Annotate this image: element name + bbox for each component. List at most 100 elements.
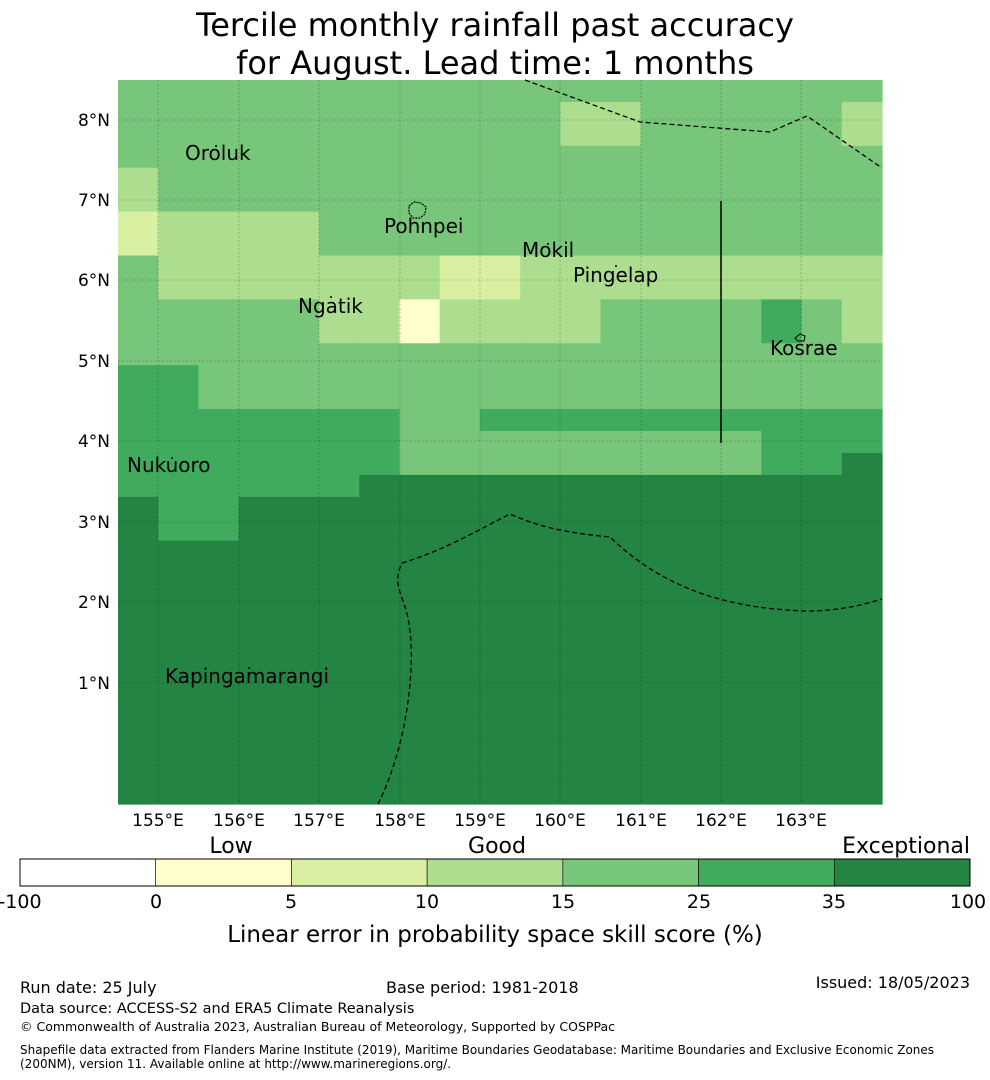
map-cell	[319, 716, 360, 739]
map-cell	[158, 409, 200, 432]
map-cell	[761, 255, 803, 279]
map-cell	[479, 606, 521, 630]
colorbar-segment	[291, 858, 428, 887]
map-cell	[399, 672, 441, 695]
map-cell	[479, 299, 521, 322]
map-cell	[801, 474, 843, 498]
map-cell	[721, 452, 762, 476]
map-cell	[841, 694, 883, 717]
map-cell	[118, 540, 159, 564]
map-cell	[841, 650, 883, 673]
map-cell	[560, 233, 602, 257]
map-cell	[680, 255, 722, 279]
map-cell	[801, 452, 843, 476]
map-cell	[278, 277, 320, 300]
map-cell	[721, 540, 762, 564]
map-cell	[640, 738, 682, 761]
map-cell	[560, 101, 602, 125]
map-cell	[520, 584, 561, 608]
map-cell	[359, 606, 401, 630]
map-cell	[841, 431, 883, 454]
skill-map: Oroluk Pohnpei Mokil Pingelap Ngatik Kos…	[0, 79, 986, 948]
map-cell	[158, 145, 200, 169]
map-cell	[801, 321, 843, 344]
map-cell	[238, 409, 280, 432]
map-cell	[359, 496, 401, 520]
map-cell	[278, 321, 320, 344]
map-cell	[158, 343, 200, 366]
map-cell	[560, 80, 602, 103]
map-cell	[841, 123, 883, 147]
map-cell	[238, 189, 280, 213]
map-cell	[520, 189, 561, 213]
map-cell	[801, 233, 843, 257]
map-cell	[600, 145, 642, 169]
map-cell	[479, 496, 521, 520]
map-cell	[319, 584, 360, 608]
map-cell	[399, 606, 441, 630]
map-cell	[721, 409, 762, 432]
map-cell	[801, 387, 843, 410]
map-cell	[801, 255, 843, 279]
map-cell	[238, 628, 280, 652]
map-cell	[158, 540, 200, 564]
map-cell	[479, 255, 521, 279]
map-cell	[399, 584, 441, 608]
map-cell	[118, 101, 159, 125]
map-cell	[640, 409, 682, 432]
map-cell	[439, 233, 481, 257]
place-label-mokil: Mokil	[522, 238, 574, 262]
colorbar-segment	[562, 858, 699, 887]
map-cell	[600, 716, 642, 739]
legend-category-exceptional: Exceptional	[842, 834, 970, 859]
map-cell	[479, 452, 521, 476]
map-cell	[118, 167, 159, 191]
map-cell	[520, 123, 561, 147]
map-cell	[278, 562, 320, 586]
map-cell	[238, 255, 280, 279]
lat-tick-label: 3°N	[78, 513, 110, 533]
map-cell	[198, 211, 240, 235]
map-cell	[640, 167, 682, 191]
map-cell	[680, 474, 722, 498]
map-cell	[359, 80, 401, 103]
map-cell	[319, 233, 360, 257]
map-cell	[238, 101, 280, 125]
map-cell	[640, 145, 682, 169]
map-cell	[238, 760, 280, 783]
map-cell	[238, 782, 280, 805]
map-cell	[640, 716, 682, 739]
map-cell	[399, 496, 441, 520]
map-cell	[399, 474, 441, 498]
map-cell	[198, 716, 240, 739]
map-cell	[560, 167, 602, 191]
map-cell	[600, 255, 642, 279]
map-cell	[560, 189, 602, 213]
map-cell	[158, 518, 200, 542]
map-cell	[841, 584, 883, 608]
map-cell	[198, 123, 240, 147]
map-cell	[520, 628, 561, 652]
map-cell	[198, 694, 240, 717]
map-cell	[278, 716, 320, 739]
map-cell	[841, 365, 883, 388]
map-cell	[560, 540, 602, 564]
map-cell	[520, 518, 561, 542]
map-cell	[479, 387, 521, 410]
map-cell	[319, 277, 360, 300]
map-cell	[479, 782, 521, 805]
map-cell	[319, 694, 360, 717]
map-cell	[520, 606, 561, 630]
map-cell	[600, 387, 642, 410]
map-cell	[841, 760, 883, 783]
map-cell	[761, 518, 803, 542]
map-cell	[600, 211, 642, 235]
map-cell	[319, 255, 360, 279]
map-cell	[721, 628, 762, 652]
map-cell	[238, 562, 280, 586]
map-cell	[359, 452, 401, 476]
map-cell	[801, 343, 843, 366]
map-cell	[520, 211, 561, 235]
map-cell	[399, 716, 441, 739]
map-cell	[761, 760, 803, 783]
